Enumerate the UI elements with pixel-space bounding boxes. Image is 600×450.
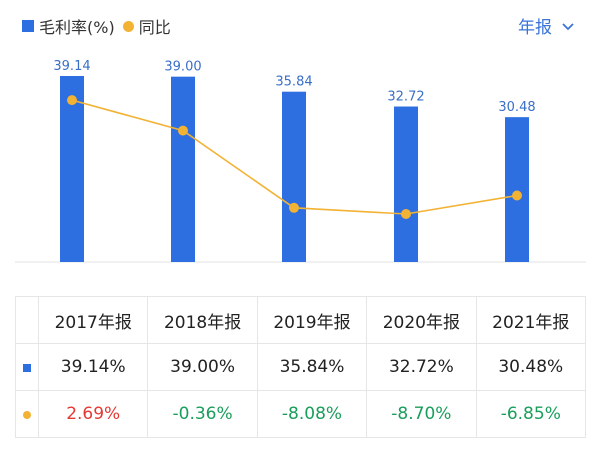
line-series-marker bbox=[15, 390, 39, 438]
bar-value-label: 39.00 bbox=[164, 60, 201, 75]
table-cell: -6.85% bbox=[475, 390, 587, 438]
bar-value-label: 32.72 bbox=[387, 90, 424, 105]
table-row-margin: 39.14% 39.00% 35.84% 32.72% 30.48% bbox=[15, 343, 587, 391]
yoy-point bbox=[512, 190, 522, 201]
line-legend-label: 同比 bbox=[138, 18, 171, 37]
table-row-yoy: 2.69% -0.36% -8.08% -8.70% -6.85% bbox=[15, 390, 587, 438]
chevron-down-icon bbox=[562, 22, 574, 30]
table-header-cell: 2021年报 bbox=[475, 296, 587, 344]
table-corner-cell bbox=[15, 296, 39, 344]
bar-value-label: 35.84 bbox=[275, 75, 312, 90]
table-header-cell: 2017年报 bbox=[37, 296, 149, 344]
period-selector-label: 年报 bbox=[518, 18, 552, 38]
bar-value-label: 39.14 bbox=[53, 59, 90, 74]
table-cell: 32.72% bbox=[366, 343, 477, 391]
bar bbox=[282, 91, 306, 263]
table-cell: -0.36% bbox=[147, 390, 258, 438]
bar-value-label: 30.48 bbox=[498, 100, 535, 115]
yoy-point bbox=[67, 95, 77, 106]
gross-margin-chart: 39.14 39.00 35.84 32.72 30.48 bbox=[15, 59, 586, 263]
period-selector[interactable]: 年报 bbox=[518, 13, 576, 38]
bar bbox=[394, 106, 418, 262]
table-header-cell: 2020年报 bbox=[366, 296, 477, 344]
table-cell: -8.08% bbox=[256, 390, 368, 438]
yoy-point bbox=[289, 202, 299, 213]
bar-series-marker bbox=[15, 343, 39, 391]
yoy-point bbox=[178, 125, 188, 136]
bar bbox=[171, 76, 195, 262]
yoy-point bbox=[401, 209, 411, 219]
table-cell: -8.70% bbox=[366, 390, 477, 438]
table-header-cell: 2019年报 bbox=[256, 296, 368, 344]
table-cell: 35.84% bbox=[256, 343, 368, 391]
table-cell: 39.14% bbox=[37, 343, 149, 391]
table-cell: 2.69% bbox=[37, 390, 149, 438]
bar bbox=[60, 76, 84, 262]
bar bbox=[505, 117, 529, 262]
table-header-cell: 2018年报 bbox=[147, 296, 258, 344]
line-legend-swatch bbox=[122, 20, 134, 32]
table-cell: 30.48% bbox=[475, 343, 587, 391]
bar-legend-label: 毛利率(%) bbox=[39, 18, 115, 37]
data-table: 2017年报 2018年报 2019年报 2020年报 2021年报 39.14… bbox=[15, 296, 587, 438]
bar-legend-swatch bbox=[22, 20, 34, 32]
table-cell: 39.00% bbox=[147, 343, 258, 391]
table-header-row: 2017年报 2018年报 2019年报 2020年报 2021年报 bbox=[15, 296, 587, 344]
chart-legend: 毛利率(%) 同比 bbox=[22, 14, 171, 38]
